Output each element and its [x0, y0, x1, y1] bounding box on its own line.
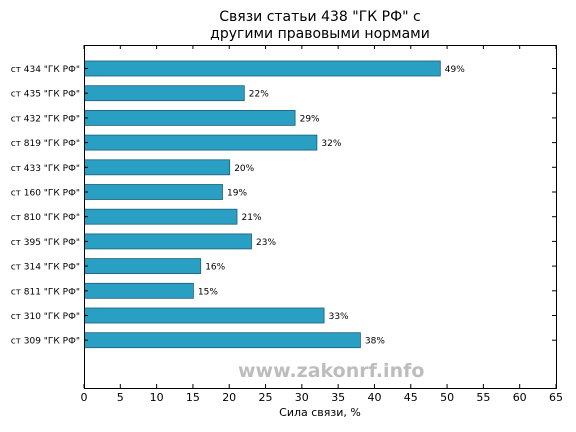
bar-value-label: 33% — [329, 312, 349, 322]
x-tick-label: 5 — [117, 391, 124, 404]
bar-6 — [84, 184, 223, 200]
x-axis-label: Сила связи, % — [279, 406, 361, 419]
x-tick-label: 35 — [331, 391, 345, 404]
x-tick-label: 10 — [150, 391, 164, 404]
y-tick-label: ст 395 "ГК РФ" — [11, 238, 80, 248]
bar-value-label: 22% — [249, 90, 269, 100]
bar-value-label: 23% — [256, 238, 276, 248]
bar-value-label: 32% — [321, 139, 341, 149]
bars-layer: 49% 22% 29% 32% 20% 19% 21% 23% 16% 15% 33% 38% — [84, 60, 465, 349]
bar-value-label: 16% — [205, 263, 225, 273]
bar-4 — [84, 134, 318, 151]
x-tick-label: 60 — [513, 391, 527, 404]
x-tick-label: 40 — [368, 391, 382, 404]
x-tick-label: 25 — [259, 391, 273, 404]
y-tick-label: ст 432 "ГК РФ" — [11, 114, 80, 124]
bar-value-label: 19% — [227, 189, 247, 199]
y-tick-label: ст 811 "ГК РФ" — [11, 287, 80, 297]
bar-3 — [84, 110, 296, 126]
bar-value-label: 15% — [198, 287, 218, 297]
y-tick-label: ст 160 "ГК РФ" — [11, 189, 80, 199]
bar-12 — [84, 332, 361, 349]
y-tick-label: ст 434 "ГК РФ" — [11, 65, 80, 75]
x-tick-label: 30 — [295, 391, 309, 404]
chart-title-line-2: другими правовыми нормами — [210, 26, 430, 42]
bar-value-label: 20% — [234, 164, 254, 174]
bar-value-label: 49% — [445, 65, 465, 75]
x-tick-label: 0 — [81, 391, 88, 404]
ticks-layer: ст 434 "ГК РФ" ст 435 "ГК РФ" ст 432 "ГК Р… — [11, 45, 563, 404]
y-tick-label: ст 314 "ГК РФ" — [11, 263, 80, 273]
y-tick-label: ст 309 "ГК РФ" — [11, 337, 80, 347]
bar-8 — [84, 233, 252, 250]
chart-title: Связи статьи 438 "ГК РФ" с другими право… — [0, 9, 576, 43]
bar-1 — [84, 60, 441, 77]
bar-value-label: 29% — [300, 114, 320, 124]
bar-9 — [84, 258, 202, 275]
x-tick-label: 20 — [222, 391, 236, 404]
bar-value-label: 21% — [242, 213, 262, 223]
x-tick-label: 50 — [440, 391, 454, 404]
y-tick-label: ст 433 "ГК РФ" — [11, 164, 80, 174]
chart-title-line-1: Связи статьи 438 "ГК РФ" с — [219, 9, 421, 25]
y-tick-label: ст 819 "ГК РФ" — [11, 139, 80, 149]
x-tick-label: 65 — [549, 391, 563, 404]
bar-5 — [84, 159, 231, 176]
y-tick-label: ст 810 "ГК РФ" — [11, 213, 80, 223]
x-tick-label: 45 — [404, 391, 418, 404]
y-tick-label: ст 310 "ГК РФ" — [11, 312, 80, 322]
bar-value-label: 38% — [365, 337, 385, 347]
watermark-text: www.zakonrf.info — [238, 360, 425, 382]
bar-2 — [84, 85, 245, 102]
y-tick-label: ст 435 "ГК РФ" — [11, 90, 80, 100]
x-tick-label: 55 — [476, 391, 490, 404]
bar-11 — [84, 307, 325, 324]
x-tick-label: 15 — [186, 391, 200, 404]
bar-7 — [84, 208, 238, 225]
bar-10 — [84, 282, 194, 299]
